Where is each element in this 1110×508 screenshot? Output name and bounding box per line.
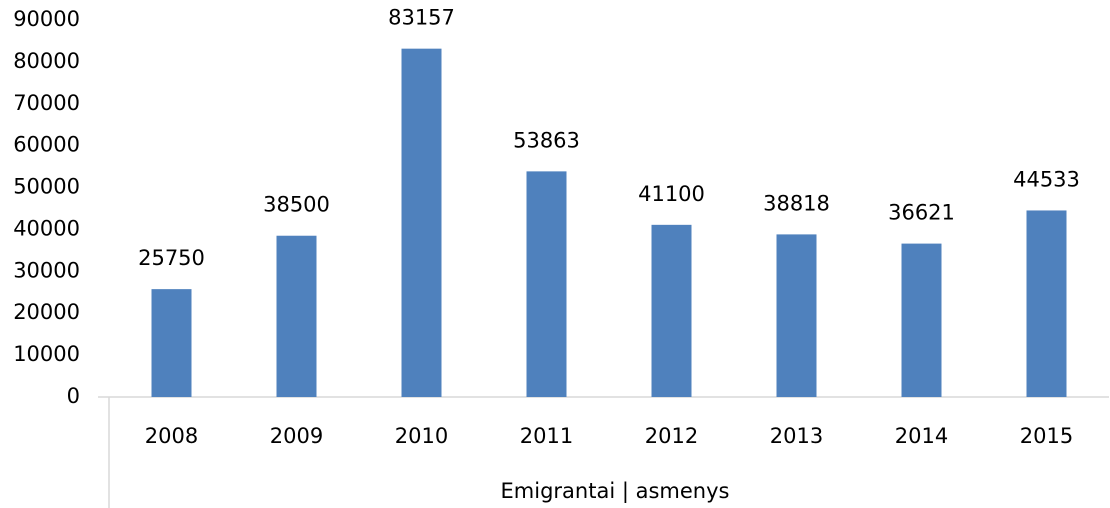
y-tick-label: 70000 <box>13 91 80 115</box>
data-label: 38500 <box>263 193 330 217</box>
bar <box>526 171 567 397</box>
y-tick-label: 40000 <box>13 216 80 240</box>
data-label: 83157 <box>388 6 455 30</box>
y-tick-label: 30000 <box>13 258 80 282</box>
x-axis-label: Emigrantai | asmenys <box>501 479 730 504</box>
data-label: 53863 <box>513 128 580 152</box>
bar <box>901 243 942 397</box>
x-tick-label: 2011 <box>520 424 573 448</box>
bar <box>651 224 692 397</box>
x-tick-label: 2008 <box>145 424 198 448</box>
y-tick-label: 10000 <box>13 342 80 366</box>
y-tick-label: 80000 <box>13 49 80 73</box>
bar <box>776 234 817 397</box>
bar <box>151 289 192 397</box>
data-label: 44533 <box>1013 167 1080 191</box>
bar <box>401 48 442 398</box>
x-tick-label: 2015 <box>1020 424 1073 448</box>
x-tick-label: 2010 <box>395 424 448 448</box>
bar <box>276 235 317 397</box>
x-tick-label: 2012 <box>645 424 698 448</box>
y-tick-label: 0 <box>67 384 80 408</box>
data-label: 38818 <box>763 191 830 215</box>
data-label: 41100 <box>638 182 705 206</box>
data-label: 36621 <box>888 201 955 225</box>
y-tick-label: 20000 <box>13 300 80 324</box>
y-tick-label: 60000 <box>13 133 80 157</box>
x-tick-label: 2009 <box>270 424 323 448</box>
bar <box>1026 210 1067 397</box>
y-tick-label: 50000 <box>13 175 80 199</box>
x-tick-label: 2014 <box>895 424 948 448</box>
y-tick-label: 90000 <box>13 7 80 31</box>
data-label: 25750 <box>138 246 205 270</box>
x-tick-label: 2013 <box>770 424 823 448</box>
